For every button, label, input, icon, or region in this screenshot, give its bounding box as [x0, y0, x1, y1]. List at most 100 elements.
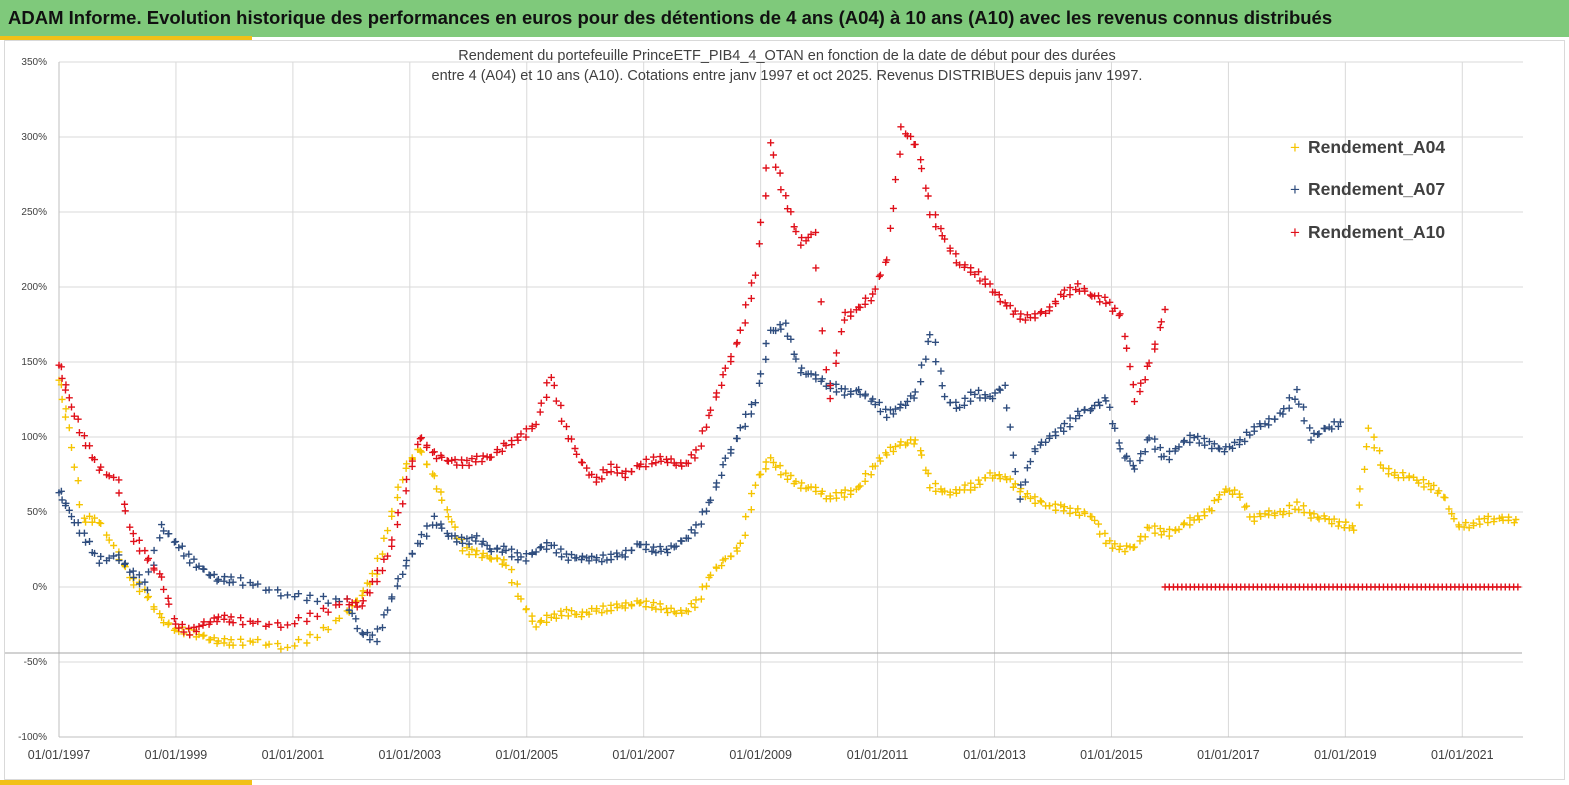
data-point	[593, 473, 601, 481]
data-point	[952, 398, 960, 406]
data-point	[891, 405, 899, 413]
data-point	[359, 597, 367, 605]
data-point	[698, 427, 706, 435]
data-point	[917, 156, 925, 164]
data-point	[967, 388, 975, 396]
data-point	[1200, 434, 1208, 442]
data-point	[1130, 465, 1138, 473]
data-point	[996, 386, 1004, 394]
data-point	[472, 551, 480, 559]
data-point	[190, 555, 198, 563]
data-point	[593, 605, 601, 613]
data-point	[603, 469, 611, 477]
data-point	[358, 591, 366, 599]
data-point	[195, 562, 203, 570]
data-point	[783, 332, 791, 340]
data-point	[500, 556, 508, 564]
data-point	[532, 548, 540, 556]
data-point	[543, 618, 551, 626]
data-point	[1186, 438, 1194, 446]
data-point	[58, 395, 66, 403]
data-point	[97, 463, 105, 471]
data-point	[58, 374, 66, 382]
data-point	[65, 394, 73, 402]
data-point	[1151, 445, 1159, 453]
data-point	[468, 545, 476, 553]
data-point	[907, 132, 915, 140]
data-point	[707, 406, 715, 414]
data-point	[941, 393, 949, 401]
data-point	[1229, 490, 1237, 498]
data-point	[622, 599, 630, 607]
data-point	[741, 422, 749, 430]
data-point	[165, 530, 173, 538]
data-point	[284, 643, 292, 651]
data-point	[403, 475, 411, 483]
data-point	[986, 280, 994, 288]
data-point	[58, 496, 66, 504]
data-point	[210, 634, 218, 642]
data-point	[1130, 398, 1138, 406]
data-point	[1031, 314, 1039, 322]
data-point	[1021, 478, 1029, 486]
data-point	[91, 549, 99, 557]
data-point	[150, 546, 158, 554]
data-point	[82, 538, 90, 546]
data-point	[444, 457, 452, 465]
data-point	[727, 446, 735, 454]
data-point	[1001, 381, 1009, 389]
data-point	[368, 631, 376, 639]
data-point	[473, 452, 481, 460]
data-point	[473, 532, 481, 540]
data-point	[284, 591, 292, 599]
data-point	[1476, 520, 1484, 528]
data-point	[918, 451, 926, 459]
data-point	[448, 518, 456, 526]
data-point	[727, 552, 735, 560]
data-point	[656, 453, 664, 461]
data-point	[1285, 509, 1293, 517]
data-point	[1315, 430, 1323, 438]
data-point	[832, 494, 840, 502]
data-point	[366, 589, 374, 597]
data-point	[684, 608, 692, 616]
data-point	[1145, 434, 1153, 442]
data-point	[178, 620, 186, 628]
data-point	[718, 471, 726, 479]
data-point	[200, 631, 208, 639]
data-point	[1370, 444, 1378, 452]
y-tick-label: 300%	[21, 132, 47, 143]
data-point	[1115, 439, 1123, 447]
data-point	[807, 370, 815, 378]
data-point	[818, 487, 826, 495]
header-banner: ADAM Informe. Evolution historique des p…	[0, 0, 1569, 37]
data-point	[826, 381, 834, 389]
data-point	[1037, 308, 1045, 316]
data-point	[227, 573, 235, 581]
data-point	[221, 635, 229, 643]
data-point	[373, 625, 381, 633]
y-tick-label: 350%	[21, 57, 47, 68]
data-point	[762, 458, 770, 466]
data-point	[306, 591, 314, 599]
data-point	[772, 463, 780, 471]
data-point	[971, 270, 979, 278]
data-point	[82, 518, 90, 526]
data-point	[1126, 457, 1134, 465]
data-point	[1126, 363, 1134, 371]
data-point	[423, 522, 431, 530]
data-point	[384, 606, 392, 614]
page-title: ADAM Informe. Evolution historique des p…	[8, 7, 1333, 28]
data-point	[1102, 397, 1110, 405]
data-point	[996, 298, 1004, 306]
data-point	[1216, 445, 1224, 453]
data-point	[213, 618, 221, 626]
data-point	[832, 349, 840, 357]
data-point	[613, 553, 621, 561]
data-point	[493, 446, 501, 454]
data-point	[185, 550, 193, 558]
data-point	[571, 444, 579, 452]
data-point	[306, 631, 314, 639]
data-point	[886, 224, 894, 232]
data-point	[1300, 502, 1308, 510]
